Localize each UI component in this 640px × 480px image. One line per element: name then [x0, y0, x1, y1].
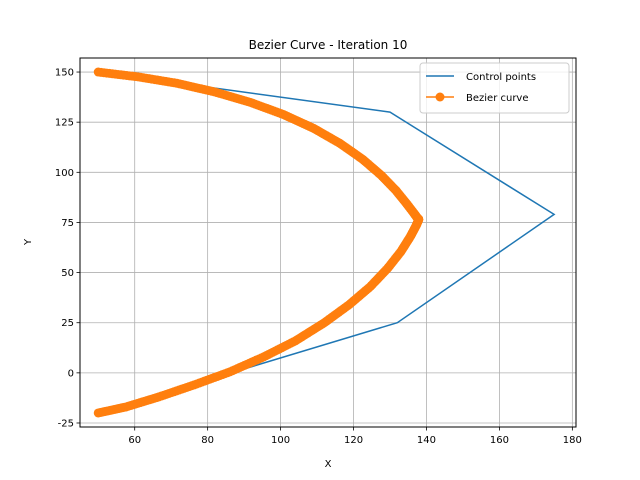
legend-box [419, 62, 570, 114]
legend-label-curve: Bezier curve [466, 93, 529, 104]
x-tick-label: 80 [201, 435, 214, 446]
y-tick-label: 75 [61, 218, 74, 229]
x-tick-label: 160 [490, 435, 509, 446]
y-tick-label: 50 [61, 268, 74, 279]
chart-title: Bezier Curve - Iteration 10 [249, 38, 408, 52]
x-tick-label: 140 [417, 435, 436, 446]
y-tick-label: 150 [55, 68, 74, 79]
y-tick-label: -25 [58, 418, 74, 429]
x-tick-label: 120 [344, 435, 363, 446]
legend-marker-curve [435, 92, 445, 102]
control-points-line [98, 71, 556, 414]
y-tick-label: 0 [68, 368, 74, 379]
x-tick-label: 180 [563, 435, 582, 446]
series-layer [93, 67, 556, 418]
legend: Control points Bezier curve [419, 62, 570, 114]
bezier-curve-marker [93, 408, 103, 418]
y-tick-label: 100 [55, 168, 74, 179]
plot-frame [79, 57, 577, 428]
x-tick-label: 60 [128, 435, 141, 446]
x-tick-label: 100 [271, 435, 290, 446]
y-axis-label: Y [23, 238, 34, 246]
legend-label-control: Control points [466, 72, 536, 83]
axis-ticks: 60 80 100 120 140 160 180 -25 0 25 50 75 100 125 150 [55, 68, 582, 446]
y-tick-label: 25 [61, 318, 74, 329]
x-axis-label: X [325, 459, 332, 470]
y-tick-label: 125 [55, 118, 74, 129]
